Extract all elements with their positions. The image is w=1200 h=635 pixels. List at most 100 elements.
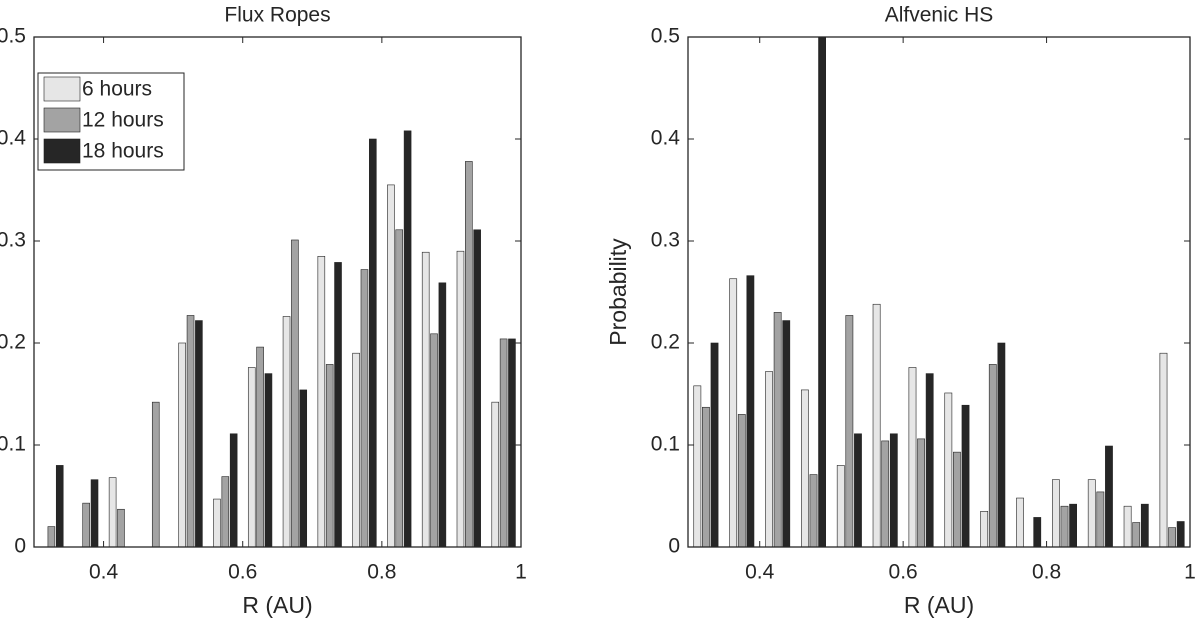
bar — [782, 320, 791, 548]
y-tick-label: 0.4 — [651, 127, 681, 150]
bar — [988, 364, 997, 548]
axes-frame — [33, 36, 522, 548]
y-tick-label: 0.3 — [651, 229, 680, 252]
bar — [508, 338, 516, 548]
bar — [980, 510, 989, 548]
bar — [360, 269, 369, 548]
bar — [1105, 445, 1113, 548]
bar — [186, 315, 195, 548]
bar — [953, 451, 961, 548]
bar — [438, 282, 447, 548]
bar — [499, 338, 508, 548]
bar — [403, 130, 412, 548]
y-tick-label: 0 — [14, 535, 26, 558]
bar — [334, 262, 342, 548]
legend: 6 hours 12 hours 18 hours — [37, 72, 185, 171]
legend-swatch — [43, 76, 81, 102]
bar — [737, 414, 746, 548]
legend-swatch — [43, 107, 81, 133]
bar — [1140, 503, 1149, 548]
bar — [325, 364, 334, 548]
x-axis-label: R (AU) — [242, 592, 312, 618]
bar — [387, 184, 395, 548]
bar — [729, 278, 738, 548]
bar — [702, 406, 710, 548]
bar — [430, 333, 438, 548]
bar — [299, 389, 308, 548]
bar — [456, 250, 465, 548]
x-tick-label: 0.8 — [367, 561, 396, 584]
bar — [247, 367, 256, 548]
bar — [765, 371, 773, 548]
bar — [1176, 521, 1185, 548]
bar — [473, 229, 481, 548]
y-tick-label: 0.5 — [0, 25, 26, 48]
y-tick-label: 0.1 — [0, 433, 26, 456]
bar — [1087, 479, 1096, 548]
y-tick-label: 0.2 — [651, 331, 680, 354]
bar — [108, 477, 117, 548]
bar — [369, 138, 377, 548]
y-tick-label: 0.4 — [0, 127, 26, 150]
bar — [961, 404, 970, 548]
bar — [465, 161, 473, 548]
bar — [221, 476, 230, 548]
bar — [881, 440, 890, 548]
bar — [195, 320, 203, 548]
y-tick-label: 0.2 — [0, 331, 26, 354]
bar — [229, 433, 238, 548]
bar — [1096, 491, 1105, 548]
bar — [693, 385, 702, 548]
bar — [818, 36, 826, 548]
chart-title: Flux Ropes — [224, 4, 330, 27]
bar — [944, 392, 953, 548]
bar — [836, 465, 845, 548]
bar — [872, 303, 881, 548]
bar — [352, 352, 360, 548]
y-tick-label: 0.3 — [0, 229, 26, 252]
bar — [151, 401, 160, 548]
bar — [291, 239, 299, 548]
bar — [809, 474, 818, 548]
x-tick-label: 0.4 — [745, 561, 775, 584]
bar — [47, 526, 56, 548]
x-tick-label: 0.6 — [889, 561, 918, 584]
bar — [710, 342, 719, 548]
bar — [117, 508, 125, 548]
bar — [773, 312, 782, 548]
y-tick-label: 0.5 — [651, 25, 680, 48]
bar — [1016, 497, 1024, 548]
bar — [264, 373, 273, 548]
x-tick-label: 0.4 — [89, 561, 119, 584]
chart: 0 0.1 0.2 0.3 0.4 0.5 0.4 0.6 0.8 1 Flux Ropes R (A… — [0, 4, 527, 619]
y-axis-label: Probability — [605, 238, 631, 346]
axes-frame — [687, 36, 1191, 548]
y-tick-label: 0.1 — [651, 433, 680, 456]
x-tick-label: 0.8 — [1032, 561, 1061, 584]
bar — [82, 502, 90, 548]
legend-swatch — [43, 138, 81, 164]
bar — [889, 433, 898, 548]
y-tick-label: 0 — [668, 535, 680, 558]
bar — [801, 389, 809, 548]
chart: 0 0.1 0.2 0.3 0.4 0.5 0.4 0.6 0.8 1 Alfvenic HS R (… — [605, 4, 1196, 619]
bar — [746, 275, 755, 548]
bar — [55, 465, 64, 548]
bar — [997, 342, 1006, 548]
bar — [1123, 505, 1132, 548]
bar — [421, 251, 430, 548]
x-tick-label: 0.6 — [228, 561, 257, 584]
x-tick-label: 1 — [1184, 561, 1196, 584]
x-axis-label: R (AU) — [904, 592, 974, 618]
bar — [1132, 522, 1141, 548]
bar — [1052, 479, 1060, 548]
legend-label: 12 hours — [82, 109, 164, 132]
bar — [845, 315, 854, 548]
bar — [908, 367, 917, 548]
legend-label: 18 hours — [82, 140, 164, 163]
bar — [1060, 505, 1069, 548]
bar — [1168, 527, 1176, 548]
bar — [282, 316, 291, 548]
